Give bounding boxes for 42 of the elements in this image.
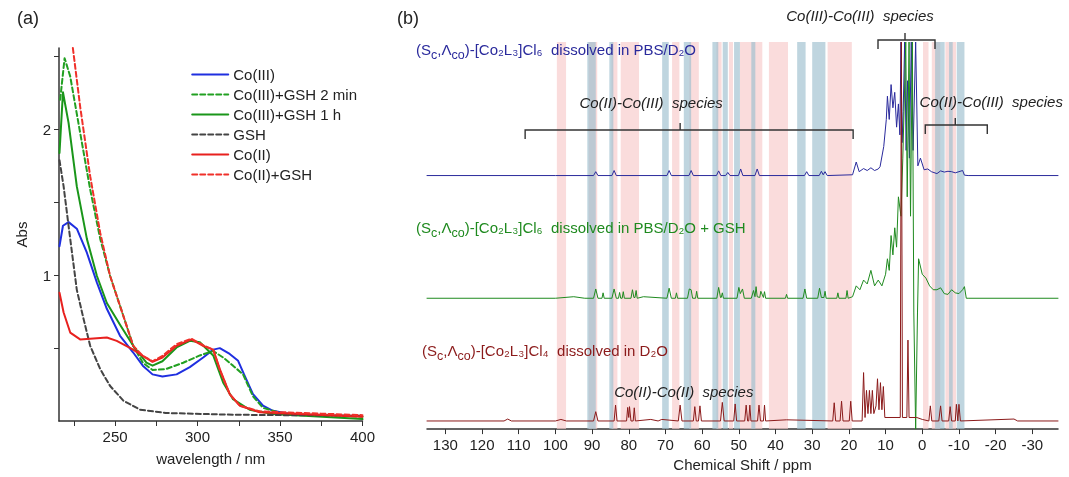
y-tick-label: 2 bbox=[42, 121, 51, 139]
annotation: Co(II)-Co(III) species bbox=[579, 94, 723, 112]
x-tick-label: 130 bbox=[432, 436, 458, 454]
x-tick-label: 60 bbox=[693, 436, 711, 454]
x-tick-label: 300 bbox=[185, 428, 211, 445]
line-series bbox=[58, 291, 364, 418]
annotation: Co(II)-Co(II) species bbox=[614, 383, 754, 401]
legend-label: Co(III)+GSH 1 h bbox=[233, 106, 342, 123]
x-tick-label: 20 bbox=[840, 436, 858, 454]
text: Co(III)-Co(III) species bbox=[786, 7, 934, 25]
x-tick-label: 250 bbox=[102, 428, 128, 445]
x-tick-label: 100 bbox=[542, 436, 568, 454]
x-tick-label: 0 bbox=[918, 436, 927, 454]
x-axis-title: wavelength / nm bbox=[155, 450, 266, 467]
x-tick-label: 50 bbox=[730, 436, 748, 454]
x-tick-label: 400 bbox=[349, 428, 375, 445]
x-tick-label: 40 bbox=[767, 436, 784, 454]
legend-label: Co(III) bbox=[233, 66, 275, 83]
x-tick-label: 70 bbox=[657, 436, 674, 454]
x-tick-label: -20 bbox=[984, 436, 1007, 454]
x-tick-label: 10 bbox=[877, 436, 894, 454]
x-tick-label: 30 bbox=[803, 436, 821, 454]
annotation: Co(II)-Co(III) species bbox=[919, 93, 1063, 111]
chart-title: (b) bbox=[397, 8, 419, 28]
x-tick-label: 350 bbox=[267, 428, 293, 445]
x-tick-label: -30 bbox=[1021, 436, 1044, 454]
x-tick-label: 110 bbox=[506, 436, 531, 454]
text: (S$_{c}$,Λ$_{co}$)-[Co₂L₃]Cl₆ dissolved in PBS/D₂O bbox=[415, 40, 697, 64]
y-tick-label: 1 bbox=[42, 266, 51, 284]
x-tick-label: 80 bbox=[620, 436, 638, 454]
text: (S$_{c}$,Λ$_{co}$)-[Co₂L₃]Cl₆ dissolved in PBS/D₂O + GSH bbox=[415, 218, 747, 242]
legend-label: Co(II)+GSH bbox=[233, 166, 312, 183]
x-axis-title: Chemical Shift / ppm bbox=[673, 456, 812, 473]
chart-title: (a) bbox=[17, 8, 39, 28]
x-tick-label: 120 bbox=[469, 436, 495, 454]
x-tick-label: 90 bbox=[583, 436, 601, 454]
text: (S$_{c}$,Λ$_{co}$)-[Co₂L₃]Cl₄ dissolved in D₂O bbox=[421, 341, 669, 365]
legend-label: Co(II) bbox=[233, 146, 271, 163]
legend-label: GSH bbox=[233, 126, 266, 143]
legend-label: Co(III)+GSH 2 min bbox=[233, 86, 357, 103]
y-axis-title: Abs bbox=[13, 221, 30, 248]
x-tick-label: -10 bbox=[948, 436, 970, 454]
